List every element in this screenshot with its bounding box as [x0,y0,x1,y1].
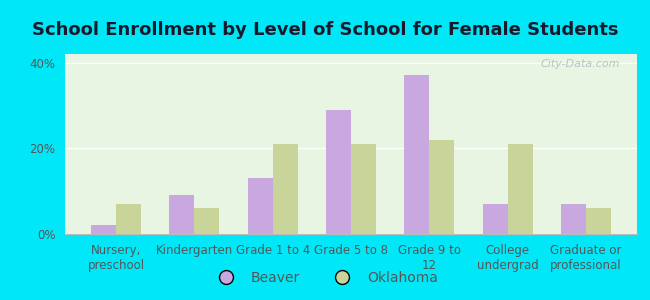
Bar [404,75,429,234]
Legend: Beaver, Oklahoma: Beaver, Oklahoma [207,265,443,290]
Bar [561,204,586,234]
Bar [248,178,273,234]
Bar [482,204,508,234]
Bar [273,144,298,234]
Bar [91,225,116,234]
Bar [194,208,220,234]
Bar [351,144,376,234]
Bar [116,204,141,234]
Text: School Enrollment by Level of School for Female Students: School Enrollment by Level of School for… [32,21,618,39]
Bar [169,195,194,234]
Bar [326,110,351,234]
Bar [429,140,454,234]
Text: City-Data.com: City-Data.com [540,59,620,69]
Bar [508,144,533,234]
Bar [586,208,611,234]
